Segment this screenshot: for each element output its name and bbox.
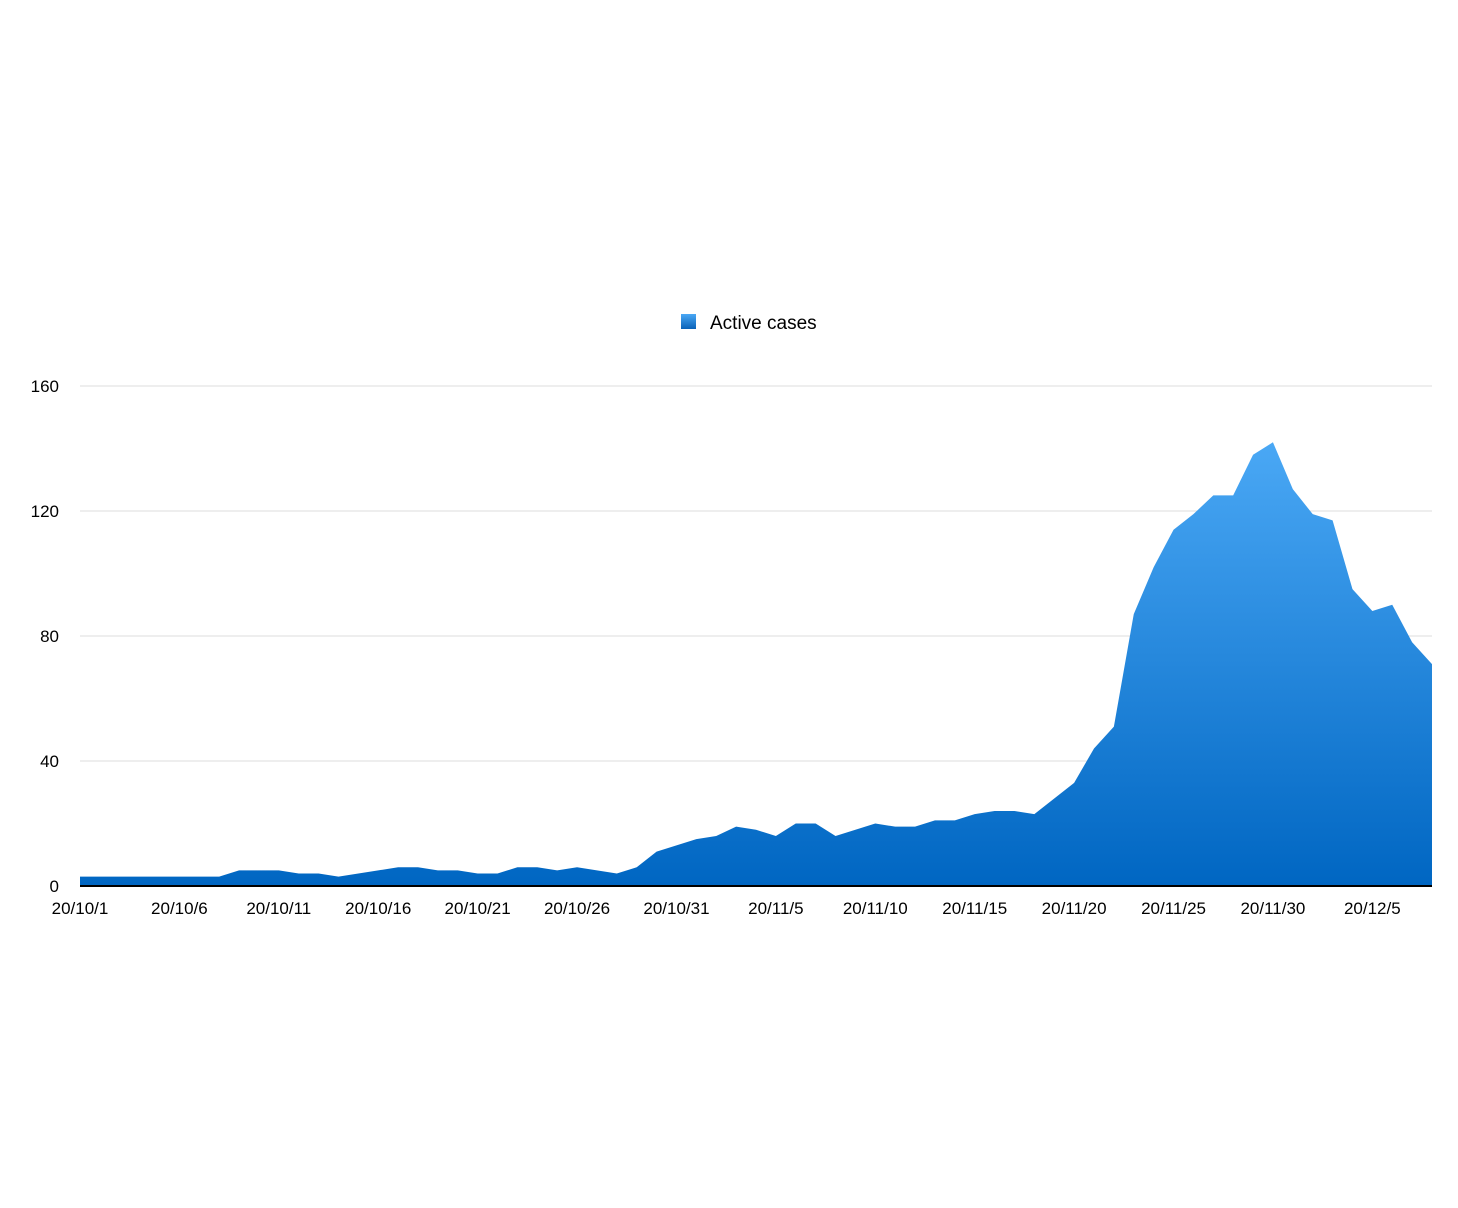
x-tick-label: 20/11/15 [942, 899, 1007, 918]
x-tick-label: 20/11/20 [1042, 899, 1107, 918]
legend-label-active-cases: Active cases [710, 313, 817, 334]
x-tick-label: 20/10/16 [345, 899, 411, 918]
area-series [80, 442, 1432, 886]
x-tick-label: 20/10/26 [544, 899, 610, 918]
y-tick-label-160: 160 [31, 377, 59, 396]
x-tick-label: 20/11/30 [1240, 899, 1305, 918]
y-tick-label-0: 0 [50, 877, 59, 896]
chart-legend: Active cases [681, 313, 817, 334]
x-tick-label: 20/10/21 [445, 899, 511, 918]
x-tick-label: 20/10/6 [151, 899, 208, 918]
x-tick-label: 20/10/1 [52, 899, 109, 918]
x-tick-label: 20/11/10 [843, 899, 908, 918]
x-tick-label: 20/11/5 [748, 899, 803, 918]
y-tick-label-80: 80 [40, 627, 59, 646]
y-axis-tick-labels: 0 40 80 120 160 [31, 377, 59, 896]
legend-swatch-active-cases [681, 314, 696, 329]
area-fill-active-cases [80, 442, 1432, 886]
x-tick-label: 20/12/5 [1344, 899, 1401, 918]
y-tick-label-120: 120 [31, 502, 59, 521]
x-tick-label: 20/10/11 [246, 899, 311, 918]
x-tick-label: 20/10/31 [643, 899, 709, 918]
y-tick-label-40: 40 [40, 752, 59, 771]
x-axis-tick-labels: 20/10/1 20/10/6 20/10/11 20/10/16 20/10/21 20… [52, 899, 1401, 918]
x-tick-label: 20/11/25 [1141, 899, 1206, 918]
